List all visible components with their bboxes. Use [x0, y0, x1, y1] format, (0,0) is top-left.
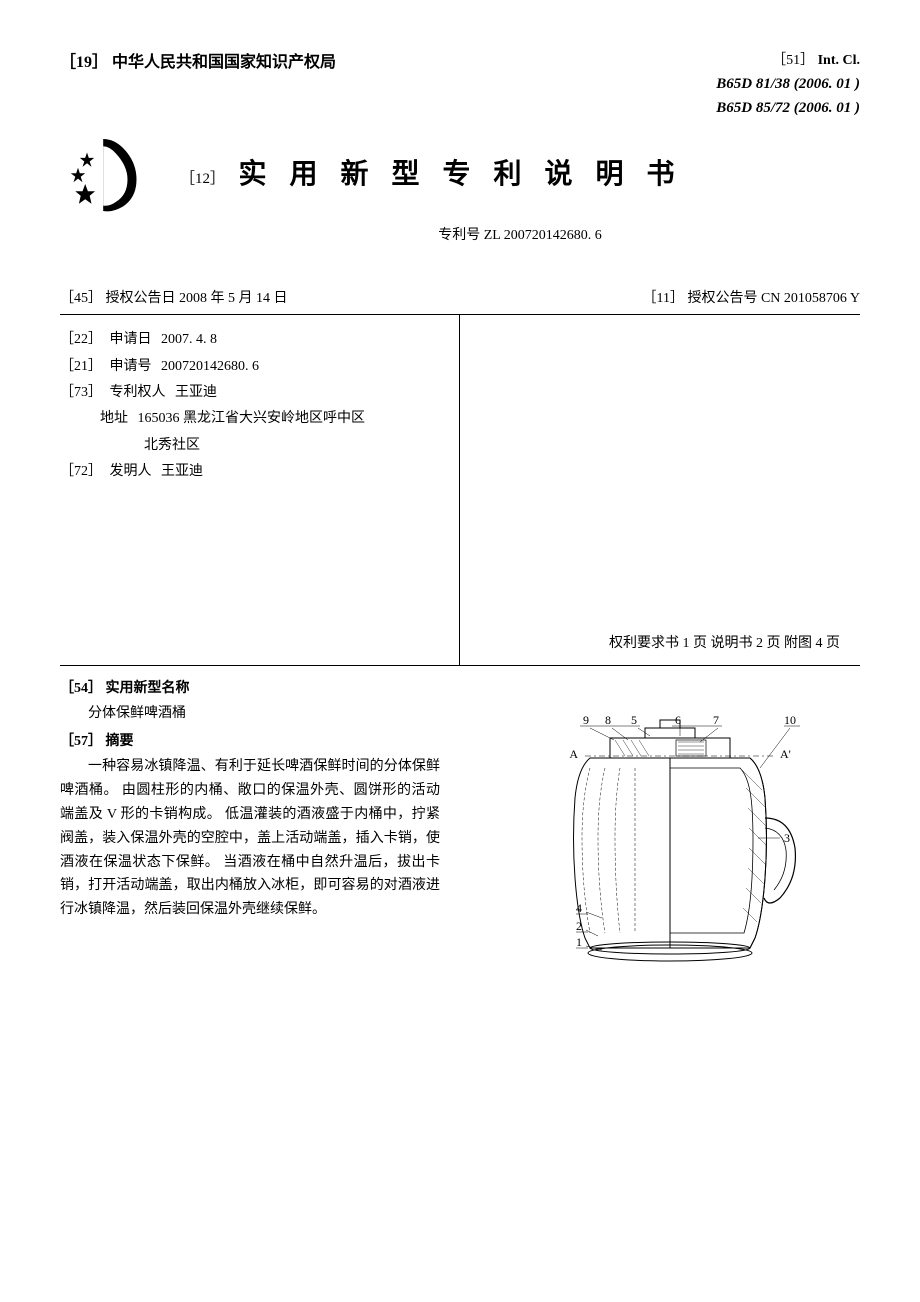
doc-type-title: 实 用 新 型 专 利 说 明 书: [239, 159, 683, 190]
drawing-label-3: 3: [784, 831, 790, 845]
patent-number-line: 专利号 ZL 200720142680. 6: [180, 225, 860, 247]
pub-date: 2008 年 5 月 14 日: [179, 291, 288, 306]
sipo-logo: [60, 130, 150, 220]
pub-num-label: 授权公告号: [687, 291, 757, 306]
int-cl-code: 51: [772, 53, 814, 68]
bib-inventor: 72 发明人 王亚迪: [60, 461, 449, 483]
drawing-label-9: 9: [583, 713, 589, 727]
invention-title: 分体保鲜啤酒桶: [60, 703, 440, 725]
patent-drawing: 1 2 4 3 9 8 5 6 7 10 A A': [490, 678, 830, 978]
bib-address-1: 地址 165036 黑龙江省大兴安岭地区呼中区: [60, 408, 449, 430]
agency-name: 中华人民共和国国家知识产权局: [112, 54, 336, 71]
pub-date-block: 45 授权公告日 2008 年 5 月 14 日: [60, 288, 288, 310]
drawing-col: 1 2 4 3 9 8 5 6 7 10 A A': [460, 678, 860, 978]
header-top-row: 19 中华人民共和国国家知识产权局 51 Int. Cl. B65D 81/38…: [60, 50, 860, 120]
biblio-two-col: 22 申请日 2007. 4. 8 21 申请号 200720142680. 6…: [60, 315, 860, 666]
biblio-right-col: 权利要求书 1 页 说明书 2 页 附图 4 页: [460, 315, 860, 665]
drawing-label-Ap: A': [780, 747, 791, 761]
abstract-text: 一种容易冰镇降温、有利于延长啤酒保鲜时间的分体保鲜啤酒桶。 由圆柱形的内桶、敞口…: [60, 755, 440, 922]
drawing-label-6: 6: [675, 713, 681, 727]
bib-app-date: 22 申请日 2007. 4. 8: [60, 329, 449, 351]
bib-app-num: 21 申请号 200720142680. 6: [60, 356, 449, 378]
drawing-label-2: 2: [576, 919, 582, 933]
doc-type-block: 12 实 用 新 型 专 利 说 明 书: [180, 153, 683, 198]
drawing-label-8: 8: [605, 713, 611, 727]
abstract-section-label: 57 摘要: [60, 731, 440, 753]
patent-number-label: 专利号: [438, 228, 480, 243]
pub-num-block: 11 授权公告号 CN 201058706 Y: [642, 288, 860, 310]
drawing-label-7: 7: [713, 713, 719, 727]
bib-address-2: 北秀社区: [60, 435, 449, 457]
pub-date-code: 45: [60, 291, 102, 306]
drawing-label-1: 1: [576, 935, 582, 949]
drawing-label-10: 10: [784, 713, 796, 727]
lower-section: 54 实用新型名称 分体保鲜啤酒桶 57 摘要 一种容易冰镇降温、有利于延长啤酒…: [60, 678, 860, 978]
int-cl-item-0: B65D 81/38 (2006. 01 ): [716, 72, 860, 96]
title-section-label: 54 实用新型名称: [60, 678, 440, 700]
publication-row: 45 授权公告日 2008 年 5 月 14 日 11 授权公告号 CN 201…: [60, 288, 860, 315]
drawing-label-5: 5: [631, 713, 637, 727]
drawing-label-4: 4: [576, 901, 582, 915]
int-cl-item-1: B65D 85/72 (2006. 01 ): [716, 96, 860, 120]
agency-code: 19: [60, 54, 108, 71]
patent-number: ZL 200720142680. 6: [484, 228, 602, 243]
doc-type-code: 12: [180, 171, 225, 187]
agency-label: 19 中华人民共和国国家知识产权局: [60, 50, 336, 76]
title-abstract-col: 54 实用新型名称 分体保鲜啤酒桶 57 摘要 一种容易冰镇降温、有利于延长啤酒…: [60, 678, 460, 978]
int-cl-block: 51 Int. Cl. B65D 81/38 (2006. 01 ) B65D …: [716, 50, 860, 120]
drawing-label-A: A: [569, 747, 578, 761]
logo-title-row: 12 实 用 新 型 专 利 说 明 书: [60, 130, 860, 220]
pub-num-code: 11: [642, 291, 683, 306]
pub-num: CN 201058706 Y: [761, 291, 860, 306]
bib-patentee: 73 专利权人 王亚迪: [60, 382, 449, 404]
biblio-left-col: 22 申请日 2007. 4. 8 21 申请号 200720142680. 6…: [60, 315, 460, 665]
int-cl-label: Int. Cl.: [818, 53, 860, 68]
pub-date-label: 授权公告日: [106, 291, 176, 306]
pages-note: 权利要求书 1 页 说明书 2 页 附图 4 页: [609, 633, 840, 655]
